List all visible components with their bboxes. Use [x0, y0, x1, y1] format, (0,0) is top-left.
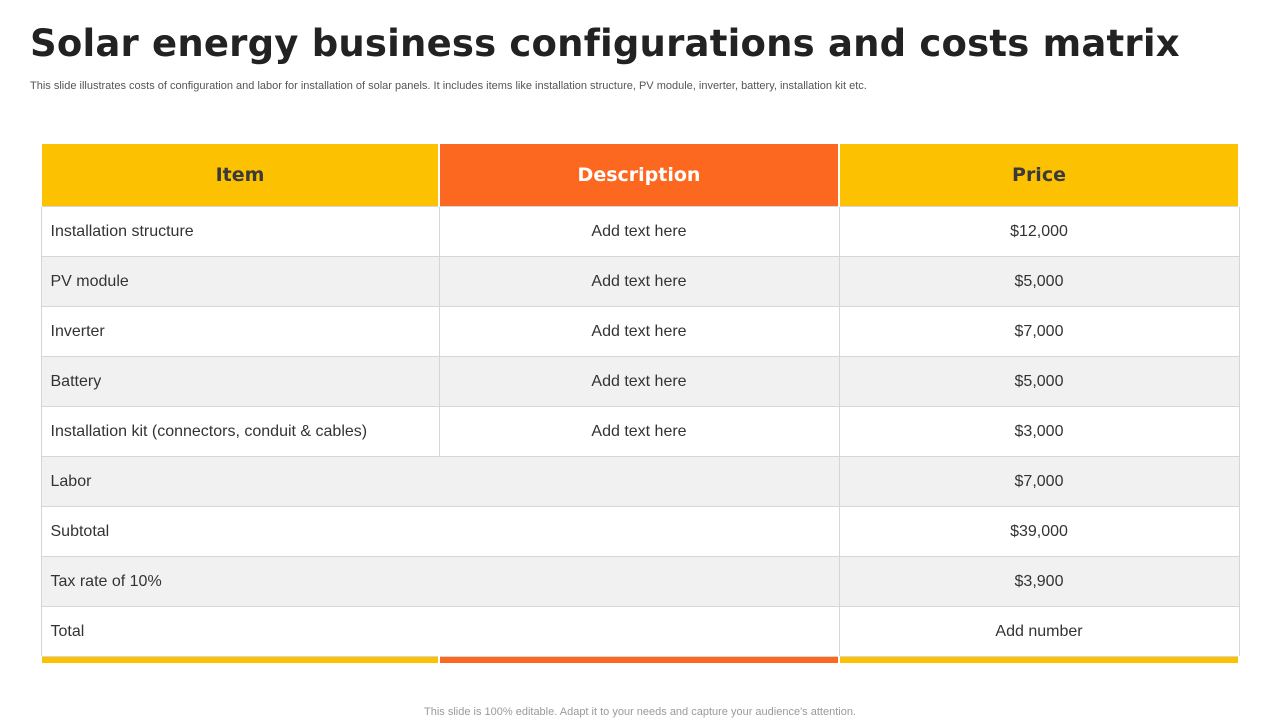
table-row: Installation structure Add text here $12…: [40, 206, 1240, 257]
summary-price: $3,900: [838, 556, 1240, 607]
table-row: Battery Add text here $5,000: [40, 356, 1240, 407]
summary-label: Total: [40, 606, 840, 657]
price-cell: $5,000: [838, 256, 1240, 307]
description-cell: Add text here: [438, 256, 840, 307]
description-cell: Add text here: [438, 206, 840, 257]
header-description: Description: [438, 144, 840, 207]
price-cell: $5,000: [838, 356, 1240, 407]
summary-label: Labor: [40, 456, 840, 507]
accent-bar-yellow: [838, 656, 1240, 663]
summary-price: $7,000: [838, 456, 1240, 507]
description-cell: Add text here: [438, 356, 840, 407]
price-cell: $12,000: [838, 206, 1240, 257]
accent-bar-orange: [438, 656, 840, 663]
page-title: Solar energy business configurations and…: [30, 22, 1180, 65]
price-cell: $3,000: [838, 406, 1240, 457]
item-cell: Installation structure: [40, 206, 440, 257]
item-cell: Inverter: [40, 306, 440, 357]
summary-row-total: Total Add number: [40, 606, 1240, 657]
summary-row-tax: Tax rate of 10% $3,900: [40, 556, 1240, 607]
summary-row-subtotal: Subtotal $39,000: [40, 506, 1240, 557]
description-cell: Add text here: [438, 406, 840, 457]
summary-label: Tax rate of 10%: [40, 556, 840, 607]
accent-bar-yellow: [40, 656, 440, 663]
table-row: PV module Add text here $5,000: [40, 256, 1240, 307]
item-cell: Battery: [40, 356, 440, 407]
price-cell: $7,000: [838, 306, 1240, 357]
table-row: Installation kit (connectors, conduit & …: [40, 406, 1240, 457]
description-cell: Add text here: [438, 306, 840, 357]
summary-row-labor: Labor $7,000: [40, 456, 1240, 507]
header-item: Item: [40, 144, 440, 207]
item-cell: PV module: [40, 256, 440, 307]
table-row: Inverter Add text here $7,000: [40, 306, 1240, 357]
header-price: Price: [838, 144, 1240, 207]
page-subtitle: This slide illustrates costs of configur…: [30, 80, 867, 92]
summary-price: Add number: [838, 606, 1240, 657]
cost-matrix-table: Item Description Price Installation stru…: [40, 144, 1240, 663]
table-header-row: Item Description Price: [40, 144, 1240, 207]
bottom-accent-bar: [40, 656, 1240, 663]
footer-note: This slide is 100% editable. Adapt it to…: [424, 706, 856, 718]
summary-label: Subtotal: [40, 506, 840, 557]
item-cell: Installation kit (connectors, conduit & …: [40, 406, 440, 457]
summary-price: $39,000: [838, 506, 1240, 557]
